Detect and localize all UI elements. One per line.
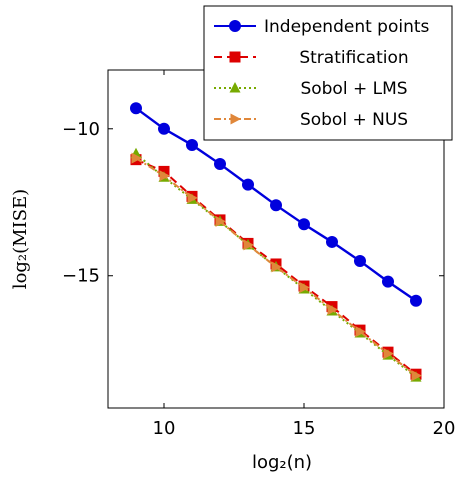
data-point bbox=[383, 348, 394, 360]
legend-label: Sobol + LMS bbox=[300, 79, 407, 99]
legend-marker bbox=[229, 51, 241, 63]
data-point bbox=[186, 138, 198, 151]
data-point bbox=[243, 239, 254, 251]
legend-marker bbox=[230, 113, 241, 125]
data-point bbox=[382, 275, 394, 288]
legend-label: Independent points bbox=[264, 17, 430, 37]
legend-marker bbox=[229, 82, 241, 93]
legend-label: Sobol + NUS bbox=[300, 110, 408, 130]
data-point bbox=[411, 370, 422, 382]
data-point bbox=[298, 218, 310, 231]
legend-label: Stratification bbox=[299, 48, 408, 68]
data-point bbox=[130, 102, 142, 115]
data-point bbox=[159, 170, 170, 182]
data-point bbox=[354, 255, 366, 268]
data-point bbox=[410, 294, 422, 307]
x-tick-label: 10 bbox=[153, 418, 176, 439]
y-tick-label: −15 bbox=[62, 266, 100, 287]
data-point bbox=[131, 152, 142, 164]
data-point bbox=[299, 281, 310, 293]
x-tick-label: 20 bbox=[433, 418, 456, 439]
data-point bbox=[271, 261, 282, 273]
data-point bbox=[355, 326, 366, 338]
data-point bbox=[158, 122, 170, 135]
data-point bbox=[326, 235, 338, 248]
y-tick-label: −10 bbox=[62, 119, 100, 140]
y-axis-title: log₂(MISE) bbox=[10, 189, 31, 289]
series-line-3 bbox=[135, 157, 417, 377]
data-point bbox=[270, 199, 282, 212]
data-point bbox=[327, 304, 338, 316]
x-axis-title: log₂(n) bbox=[252, 452, 312, 473]
legend-box bbox=[203, 5, 453, 141]
legend: Independent points Stratification Sobol + … bbox=[203, 5, 453, 141]
data-point bbox=[187, 192, 198, 204]
data-point bbox=[215, 215, 226, 227]
plot-layer: 10 15 20 −10 −15 log₂(n) log₂(MISE) bbox=[10, 69, 456, 473]
x-tick-label: 15 bbox=[293, 418, 316, 439]
data-point bbox=[242, 178, 254, 191]
data-point bbox=[214, 158, 226, 171]
legend-marker bbox=[229, 20, 241, 32]
